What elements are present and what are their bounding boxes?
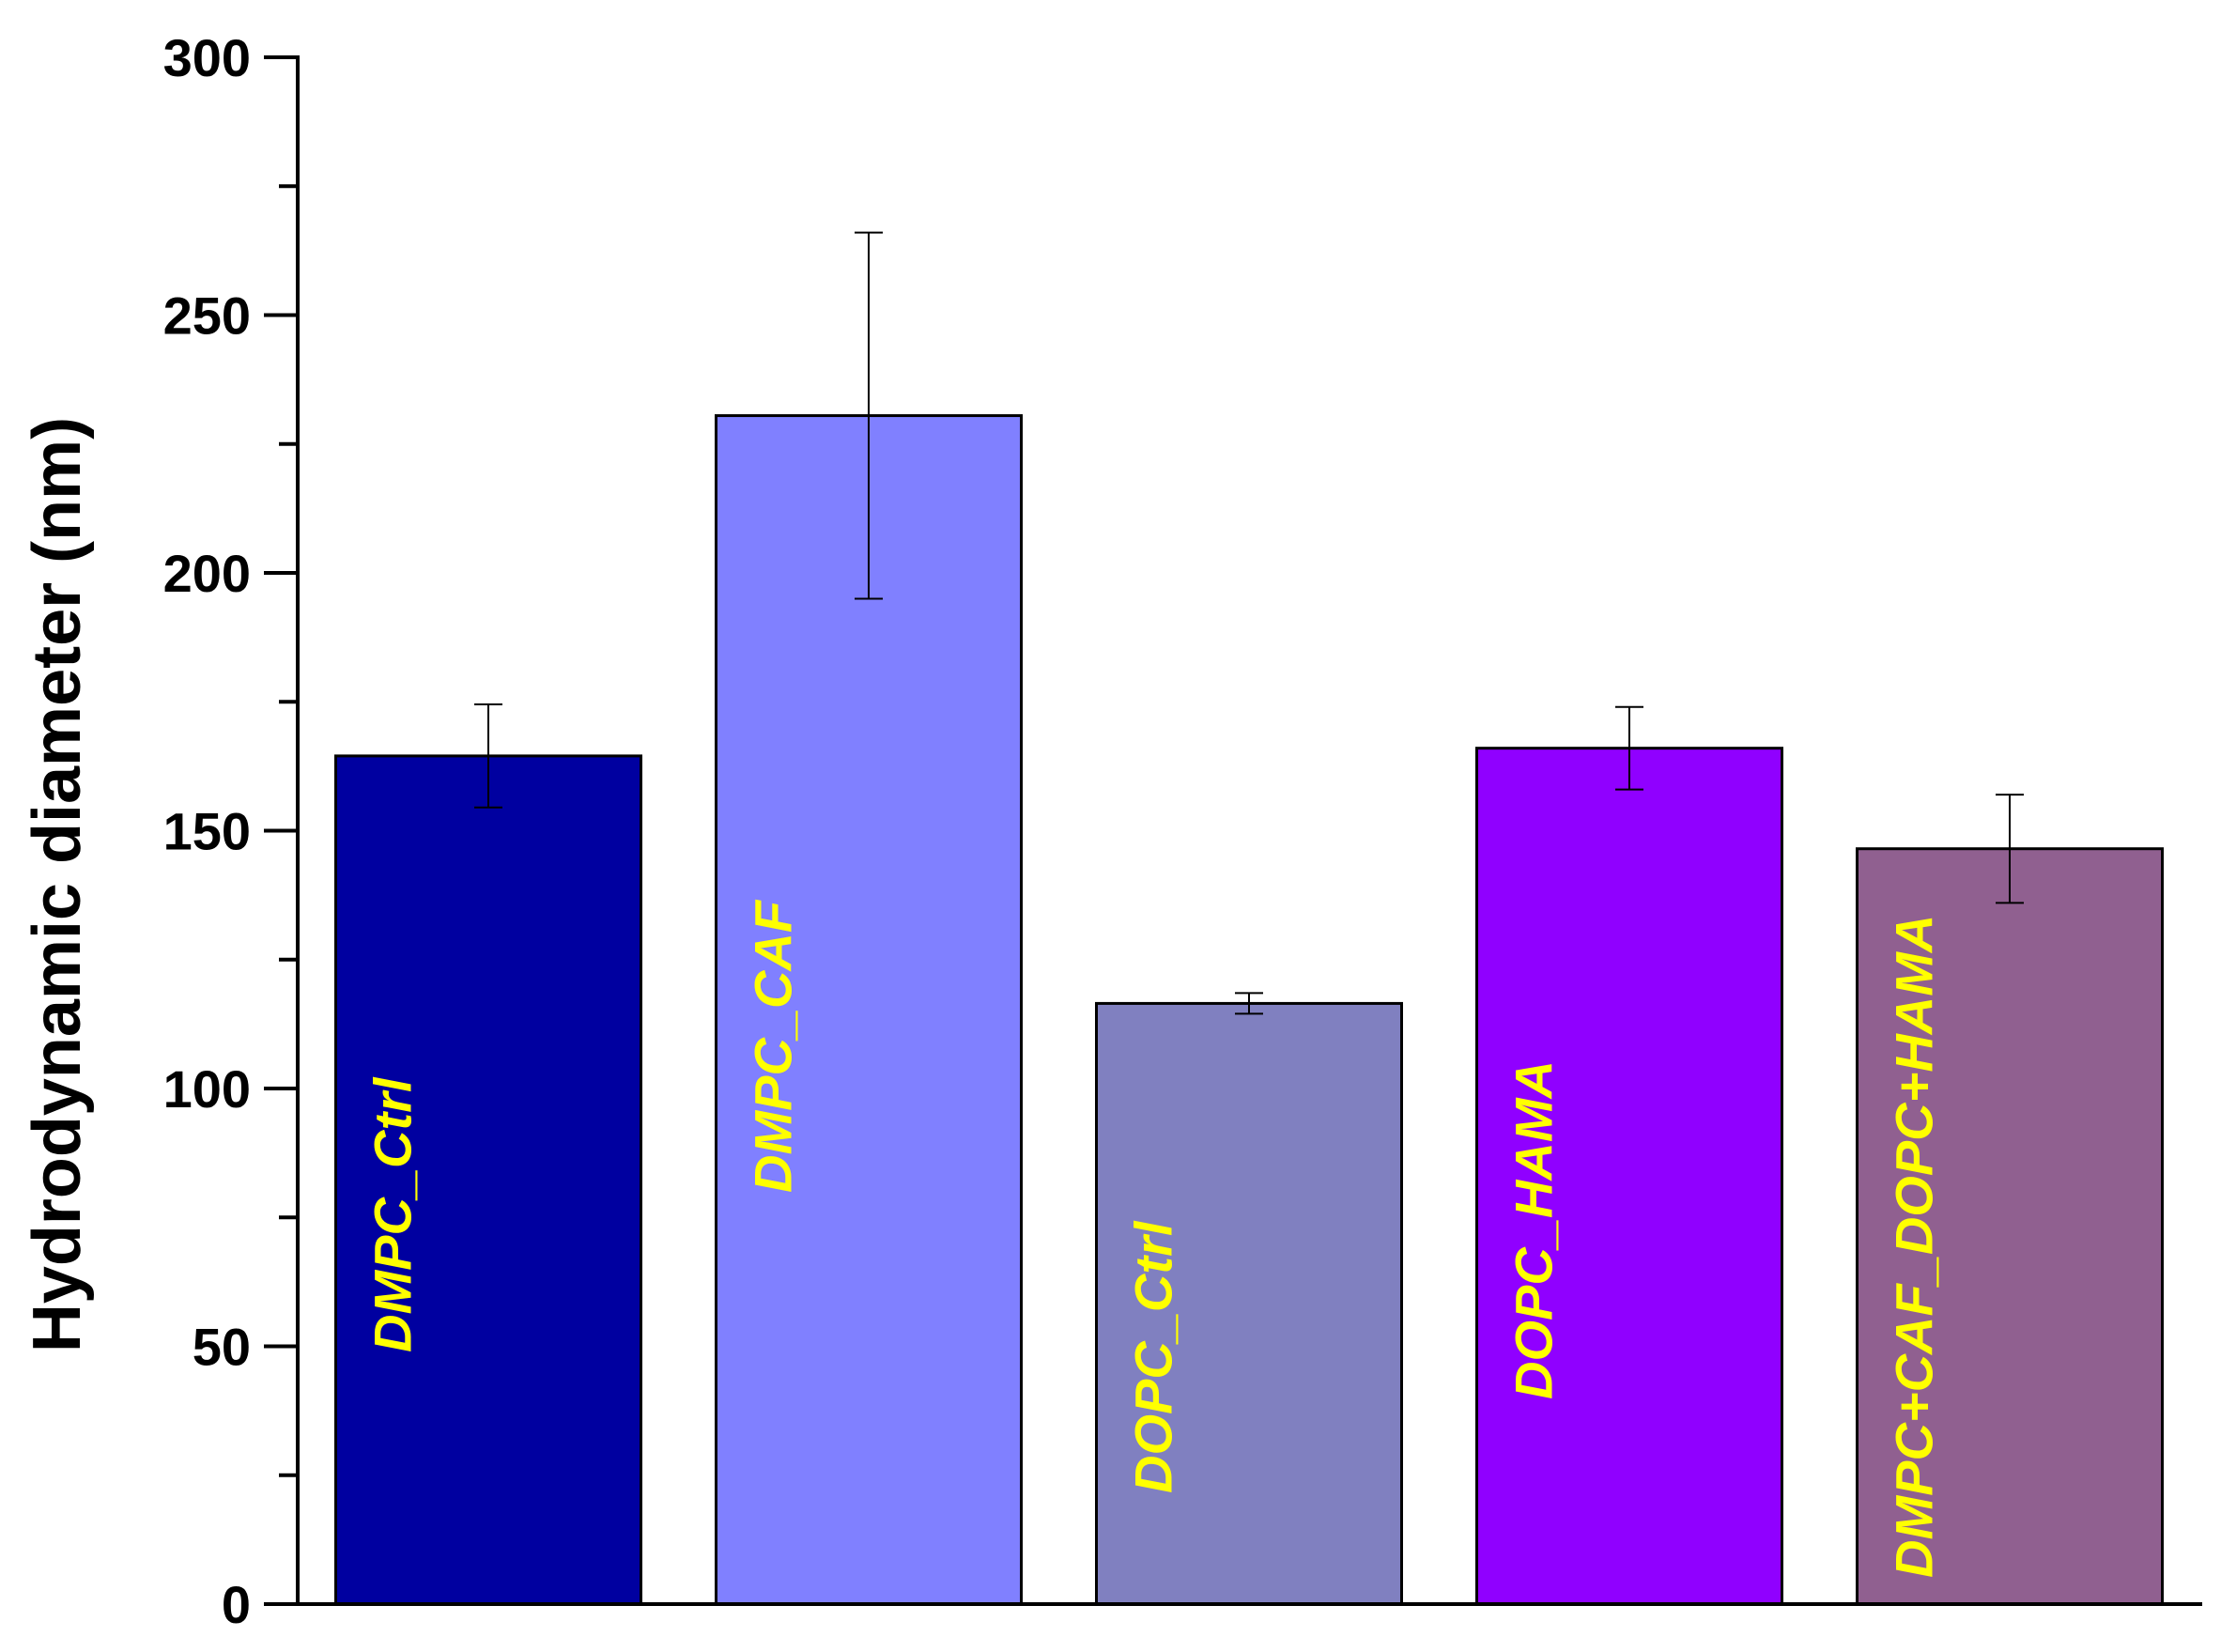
y-tick-label: 250 [163,286,251,346]
y-tick-label: 300 [163,28,251,87]
y-axis-title: Hydrodynamic diameter (nm) [20,417,95,1352]
bar [715,414,1023,1606]
y-tick-label: 150 [163,802,251,861]
bar-category-label: DMPC_CAF [744,899,803,1193]
bar-category-label: DMPC+CAF_DOPC+HAMA [1885,915,1944,1578]
axes-group: 0 50 100 150 200 250 300 [163,28,2202,1634]
bar [1475,747,1783,1606]
error-bars-group [474,231,2024,1015]
bar-category-label: DMPC_Ctrl [363,1076,423,1352]
bar-labels-group: DMPC_Ctrl DMPC_CAF DOPC_Ctrl DOPC_HAMA DMPC+… [363,899,1944,1578]
bar [1856,847,2164,1606]
bar-category-label: DOPC_HAMA [1504,1060,1564,1399]
y-tick-label: 0 [222,1575,251,1634]
y-tick-label: 200 [163,544,251,603]
bar-category-label: DOPC_Ctrl [1124,1220,1183,1493]
y-tick-label: 100 [163,1059,251,1119]
bar [334,754,642,1606]
y-tick-label: 50 [193,1318,251,1377]
bars-group [334,414,2164,1606]
